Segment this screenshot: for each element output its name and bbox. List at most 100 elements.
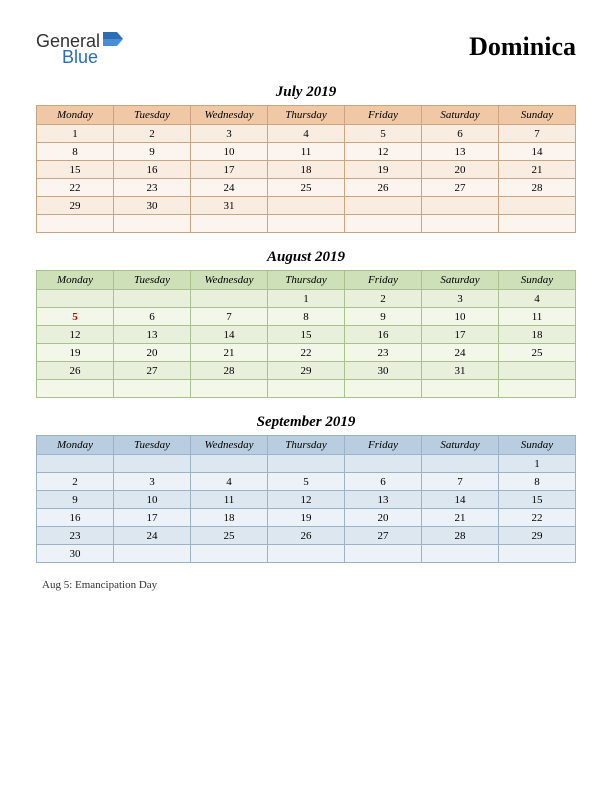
day-cell — [191, 290, 268, 308]
day-header: Tuesday — [114, 106, 191, 125]
day-cell — [37, 380, 114, 398]
day-cell: 25 — [268, 179, 345, 197]
day-cell: 2 — [114, 125, 191, 143]
day-cell: 12 — [345, 143, 422, 161]
day-cell: 21 — [191, 344, 268, 362]
day-cell: 2 — [37, 473, 114, 491]
day-cell: 5 — [37, 308, 114, 326]
day-cell — [191, 545, 268, 563]
day-cell — [345, 197, 422, 215]
logo-text-blue: Blue — [62, 48, 123, 66]
day-cell: 19 — [37, 344, 114, 362]
month-title: September 2019 — [36, 414, 576, 431]
day-cell: 29 — [37, 197, 114, 215]
day-header: Monday — [37, 271, 114, 290]
day-cell: 16 — [345, 326, 422, 344]
day-cell: 6 — [114, 308, 191, 326]
day-header: Tuesday — [114, 436, 191, 455]
day-cell: 6 — [422, 125, 499, 143]
day-cell: 25 — [191, 527, 268, 545]
day-cell — [422, 215, 499, 233]
day-cell: 20 — [114, 344, 191, 362]
day-cell — [114, 380, 191, 398]
day-cell: 28 — [499, 179, 576, 197]
day-cell: 3 — [191, 125, 268, 143]
day-header: Thursday — [268, 271, 345, 290]
day-cell: 9 — [114, 143, 191, 161]
day-cell — [268, 197, 345, 215]
day-cell: 29 — [268, 362, 345, 380]
day-cell: 28 — [191, 362, 268, 380]
day-cell: 24 — [191, 179, 268, 197]
day-header: Saturday — [422, 271, 499, 290]
calendar-table: MondayTuesdayWednesdayThursdayFridaySatu… — [36, 435, 576, 563]
day-header: Friday — [345, 106, 422, 125]
day-cell: 15 — [499, 491, 576, 509]
day-cell — [268, 545, 345, 563]
day-cell: 10 — [191, 143, 268, 161]
day-cell: 29 — [499, 527, 576, 545]
day-cell: 17 — [422, 326, 499, 344]
day-cell: 27 — [422, 179, 499, 197]
day-cell — [37, 290, 114, 308]
day-header: Saturday — [422, 436, 499, 455]
day-cell: 8 — [499, 473, 576, 491]
month-block: September 2019 MondayTuesdayWednesdayThur… — [36, 414, 576, 563]
day-cell: 22 — [499, 509, 576, 527]
day-cell: 26 — [37, 362, 114, 380]
day-cell: 22 — [37, 179, 114, 197]
day-header: Wednesday — [191, 106, 268, 125]
page-title: Dominica — [469, 32, 576, 62]
day-cell — [499, 215, 576, 233]
day-cell — [345, 545, 422, 563]
day-cell: 14 — [191, 326, 268, 344]
day-cell — [345, 215, 422, 233]
day-cell: 20 — [345, 509, 422, 527]
day-cell: 23 — [345, 344, 422, 362]
day-header: Monday — [37, 106, 114, 125]
day-cell: 9 — [37, 491, 114, 509]
day-cell: 30 — [37, 545, 114, 563]
calendar-table: MondayTuesdayWednesdayThursdayFridaySatu… — [36, 105, 576, 233]
day-cell: 30 — [114, 197, 191, 215]
day-header: Friday — [345, 436, 422, 455]
day-cell: 14 — [499, 143, 576, 161]
day-cell: 4 — [499, 290, 576, 308]
day-cell: 13 — [114, 326, 191, 344]
day-cell — [268, 380, 345, 398]
day-cell: 11 — [268, 143, 345, 161]
day-cell — [422, 455, 499, 473]
day-header: Friday — [345, 271, 422, 290]
day-cell — [114, 215, 191, 233]
day-cell: 18 — [499, 326, 576, 344]
day-header: Saturday — [422, 106, 499, 125]
day-cell: 2 — [345, 290, 422, 308]
day-header: Wednesday — [191, 271, 268, 290]
day-cell: 14 — [422, 491, 499, 509]
day-cell — [114, 290, 191, 308]
day-cell: 19 — [268, 509, 345, 527]
day-cell — [499, 197, 576, 215]
day-cell — [191, 215, 268, 233]
day-cell: 13 — [345, 491, 422, 509]
day-cell — [268, 215, 345, 233]
day-cell: 7 — [422, 473, 499, 491]
day-cell: 12 — [37, 326, 114, 344]
day-cell: 4 — [268, 125, 345, 143]
day-cell: 27 — [345, 527, 422, 545]
day-cell: 20 — [422, 161, 499, 179]
month-title: July 2019 — [36, 84, 576, 101]
day-cell: 1 — [499, 455, 576, 473]
day-cell: 21 — [499, 161, 576, 179]
day-cell: 22 — [268, 344, 345, 362]
day-header: Sunday — [499, 106, 576, 125]
day-cell — [191, 380, 268, 398]
day-cell — [422, 197, 499, 215]
month-block: August 2019MondayTuesdayWednesdayThursda… — [36, 249, 576, 398]
day-cell: 11 — [499, 308, 576, 326]
day-header: Sunday — [499, 436, 576, 455]
day-cell: 7 — [191, 308, 268, 326]
day-cell: 25 — [499, 344, 576, 362]
day-cell — [345, 380, 422, 398]
logo: General Blue — [36, 32, 123, 66]
